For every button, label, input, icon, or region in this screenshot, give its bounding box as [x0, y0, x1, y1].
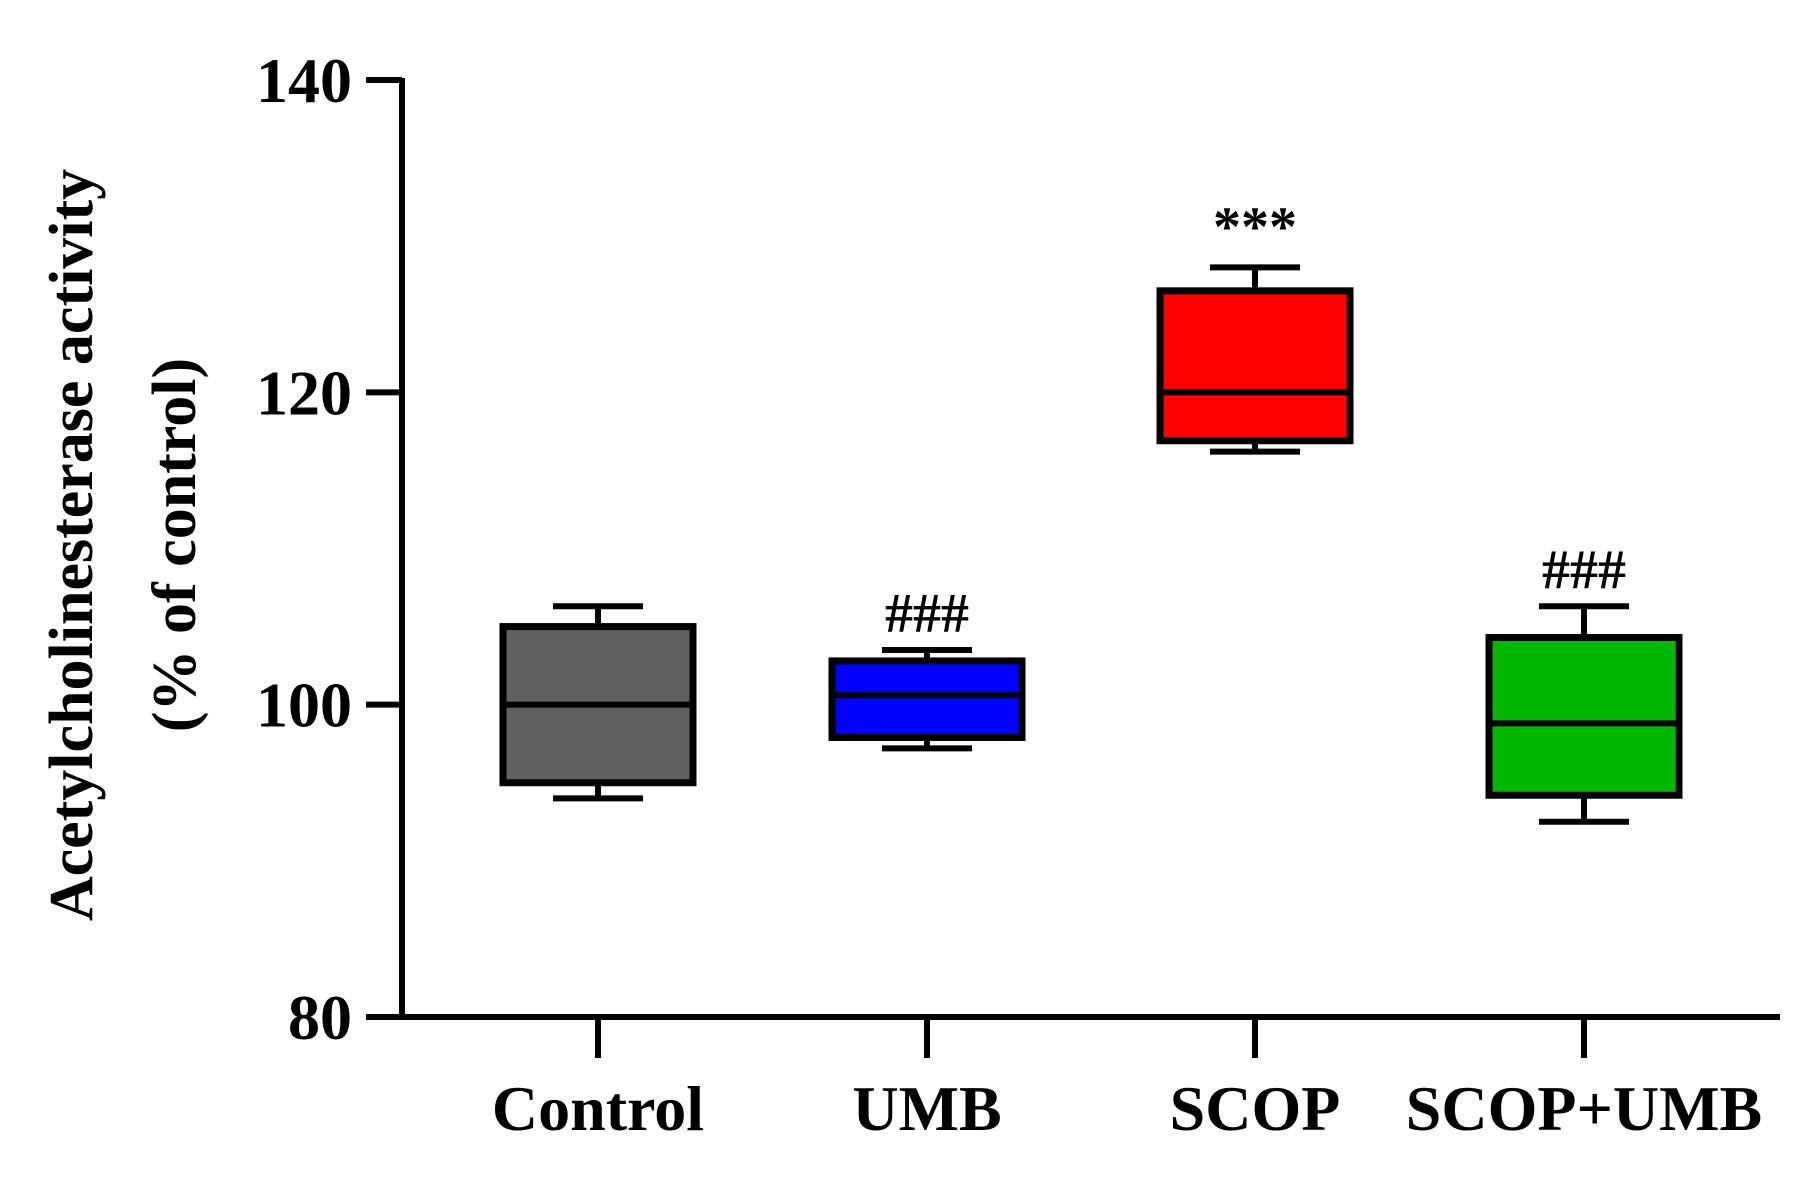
y-axis-title-line-2: (% of control) — [141, 358, 209, 732]
x-tick-label: SCOP+UMB — [1406, 1073, 1762, 1144]
iqr-box — [828, 657, 1026, 741]
y-tick-label: 140 — [256, 45, 352, 116]
iqr-box — [1156, 287, 1354, 445]
box-control — [499, 603, 697, 802]
significance-annotation: ### — [885, 583, 969, 645]
iqr-box — [1485, 634, 1683, 799]
y-tick-label: 80 — [288, 982, 352, 1053]
y-tick-label: 100 — [256, 670, 352, 741]
box-umb: ### — [828, 583, 1026, 752]
y-ticks: 80 100 120 140 — [256, 45, 402, 1053]
y-tick-label: 120 — [256, 357, 352, 428]
significance-annotation: ### — [1542, 539, 1626, 601]
axes — [399, 78, 1780, 1020]
y-axis-title-line-1: Acetylcholinesterase activity — [38, 169, 106, 921]
x-tick-label: Control — [492, 1073, 704, 1144]
x-tick-label: SCOP — [1170, 1073, 1341, 1144]
box-scop: *** — [1156, 196, 1354, 455]
box-scop-umb: ### — [1485, 539, 1683, 825]
boxes: ### *** ### — [499, 196, 1683, 825]
x-tick-label: UMB — [852, 1073, 1001, 1144]
x-ticks: Control UMB SCOP SCOP+UMB — [492, 1017, 1762, 1144]
significance-annotation: *** — [1213, 196, 1297, 258]
y-axis-title: Acetylcholinesterase activity (% of cont… — [38, 169, 209, 921]
